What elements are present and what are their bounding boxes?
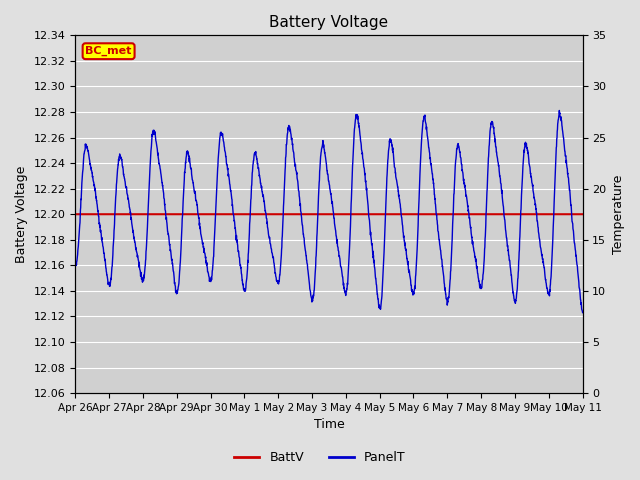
Y-axis label: Temperature: Temperature — [612, 175, 625, 254]
X-axis label: Time: Time — [314, 419, 344, 432]
Y-axis label: Battery Voltage: Battery Voltage — [15, 166, 28, 263]
Title: Battery Voltage: Battery Voltage — [269, 15, 388, 30]
Legend: BattV, PanelT: BattV, PanelT — [229, 446, 411, 469]
Text: BC_met: BC_met — [85, 46, 132, 56]
